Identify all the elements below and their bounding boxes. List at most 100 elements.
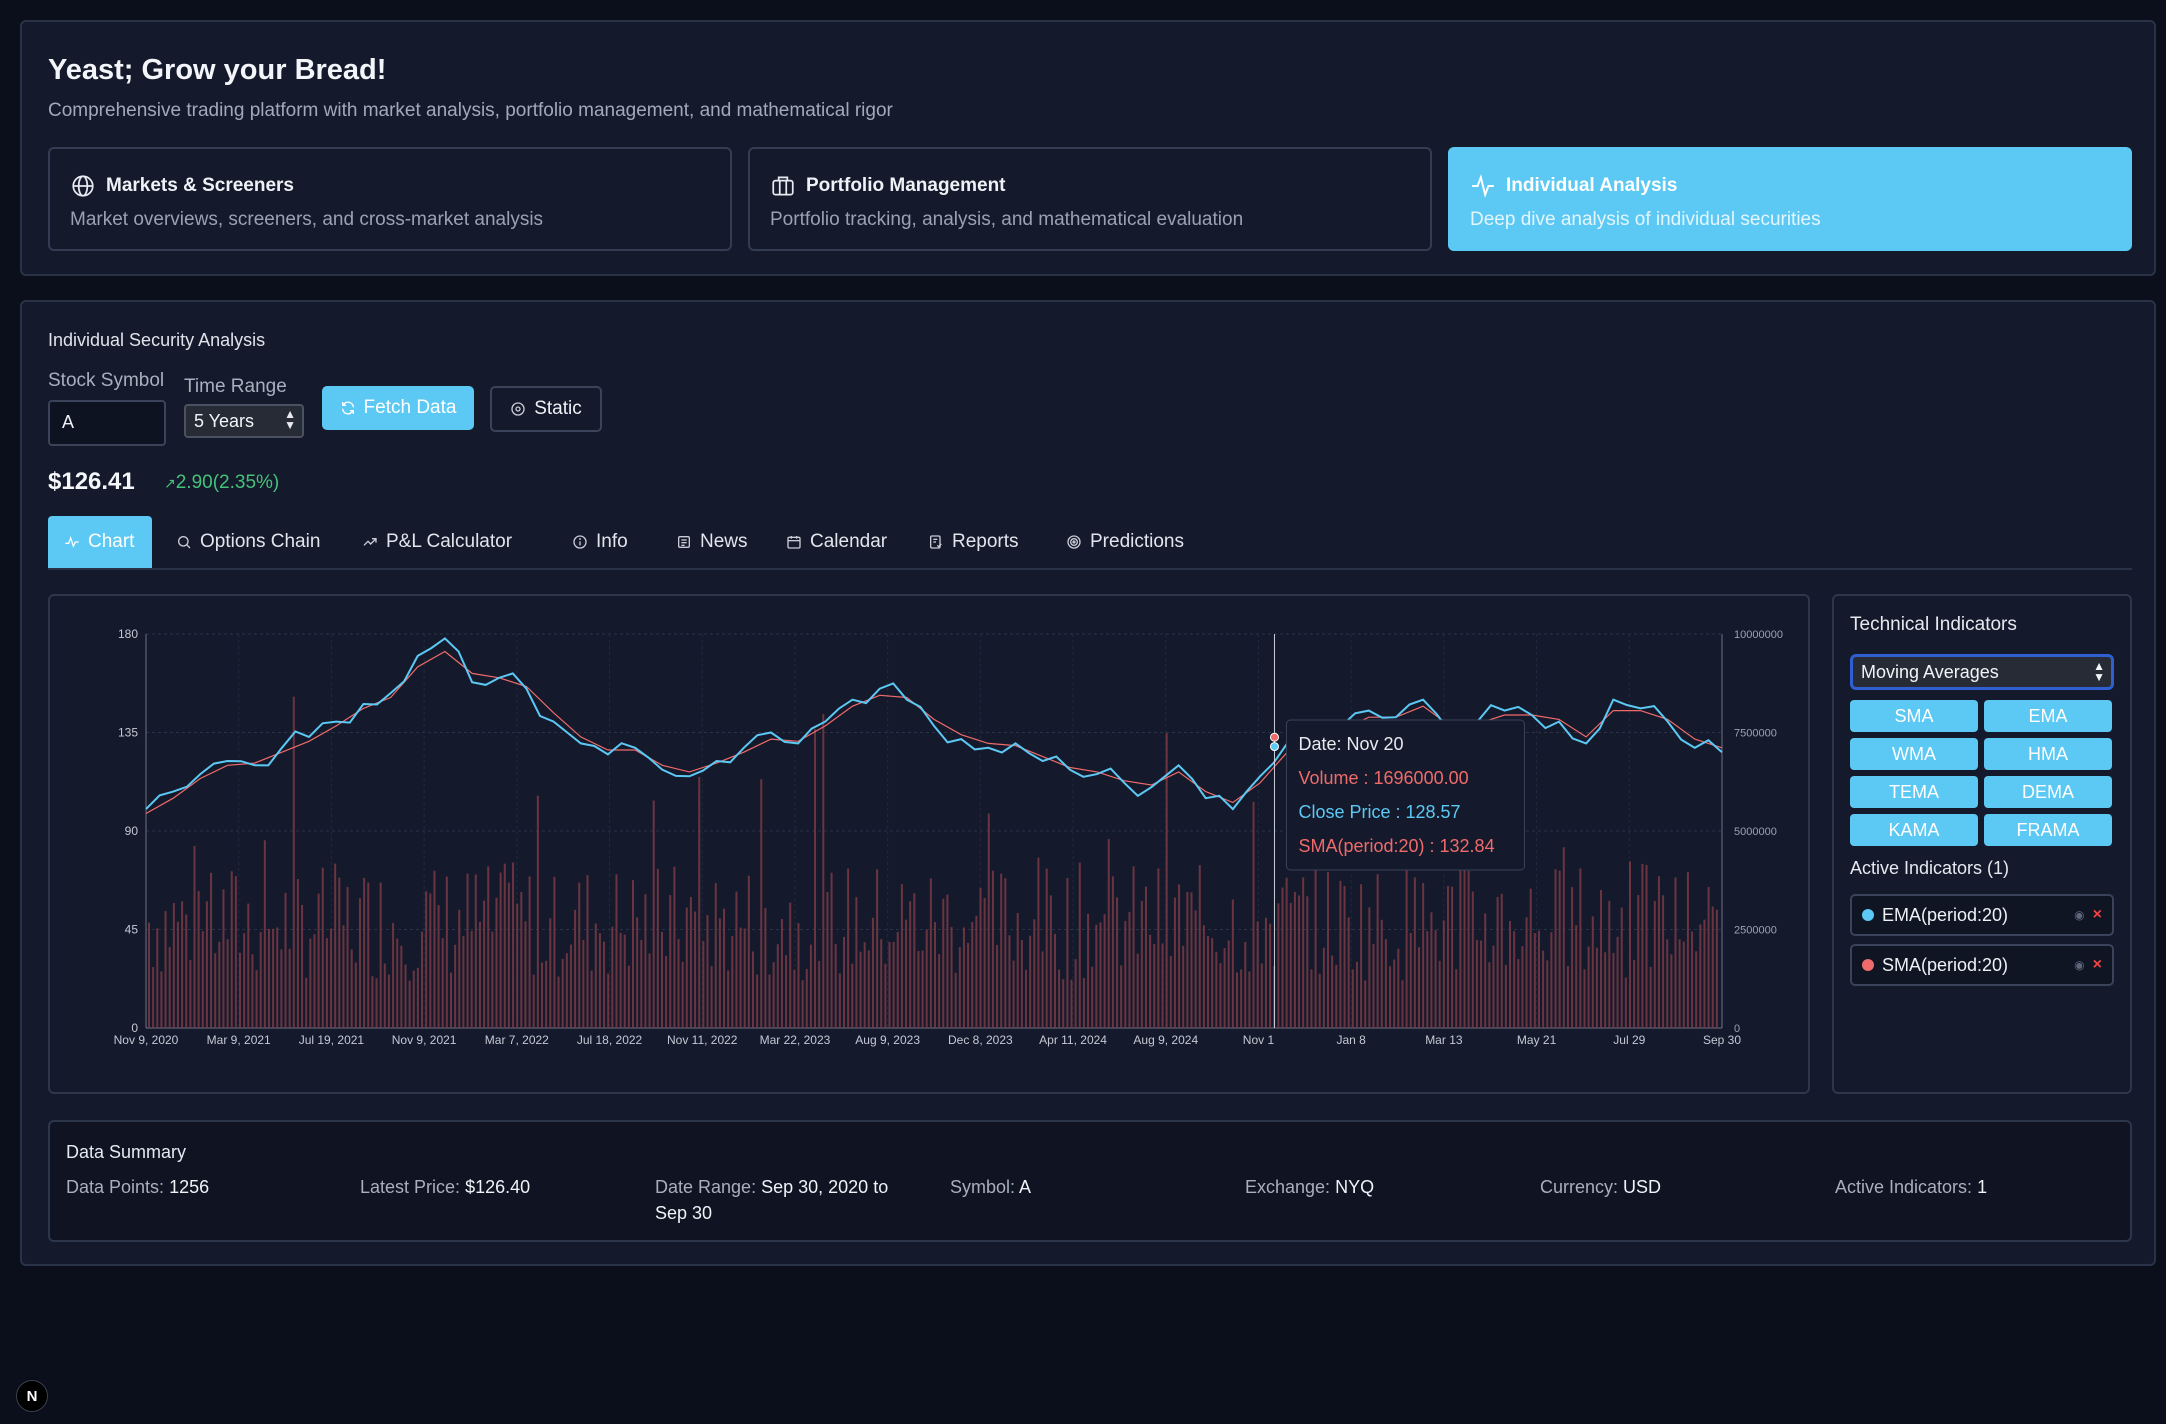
volume-bar (516, 903, 519, 1028)
tab-chart[interactable]: Chart (48, 516, 152, 568)
volume-bar (598, 933, 601, 1028)
volume-bar (586, 875, 589, 1028)
volume-bar (276, 927, 279, 1028)
summary-key: Date Range: (655, 1177, 757, 1197)
indicator-button-sma[interactable]: SMA (1850, 700, 1978, 732)
volume-bar (168, 947, 171, 1028)
volume-bar (1219, 963, 1222, 1028)
volume-bar (1190, 892, 1193, 1028)
time-range-select[interactable]: 5 Years ▲ ▼ (184, 404, 304, 438)
tab-news[interactable]: News (660, 516, 764, 568)
volume-bar (681, 961, 684, 1028)
volume-bar (338, 877, 341, 1028)
volume-bar (615, 874, 618, 1028)
tab-calendar[interactable]: Calendar (770, 516, 903, 568)
volume-bar (272, 928, 275, 1028)
indicator-button-dema[interactable]: DEMA (1984, 776, 2112, 808)
x-tick-label: Sep 30 (1703, 1033, 1741, 1047)
app-header-panel: Yeast; Grow your Bread! Comprehensive tr… (20, 20, 2156, 276)
volume-bar (197, 890, 200, 1028)
volume-bar (1153, 943, 1156, 1028)
volume-bar (445, 876, 448, 1028)
trend-up-icon (363, 538, 377, 546)
volume-bar (847, 868, 850, 1028)
tab-reports[interactable]: Reports (912, 516, 1035, 568)
tab-info[interactable]: Info (556, 516, 644, 568)
nextjs-badge[interactable]: N (16, 1380, 48, 1412)
summary-key: Symbol: (950, 1177, 1016, 1197)
volume-bar (871, 917, 874, 1028)
volume-bar (979, 887, 982, 1028)
active-indicators-title: Active Indicators (1) (1850, 858, 2010, 878)
volume-bar (1111, 876, 1114, 1028)
volume-bar (1020, 939, 1023, 1028)
analysis-panel: Individual Security Analysis Stock Symbo… (20, 300, 2156, 1266)
tab-options-chain[interactable]: Options Chain (160, 516, 336, 568)
volume-bar (280, 949, 283, 1028)
remove-icon[interactable]: × (2092, 906, 2102, 923)
price-chart[interactable]: 180 10000000 135 7500000 90 5000000 45 2500000 0… (50, 596, 1808, 1092)
volume-bar (379, 882, 382, 1028)
volume-bar (1016, 913, 1019, 1028)
volume-bar (991, 870, 994, 1028)
volume-bar (1062, 979, 1065, 1028)
tab-label: Options Chain (200, 531, 321, 552)
volume-bar (706, 914, 709, 1028)
volume-bar (1703, 919, 1706, 1028)
volume-bar (962, 927, 965, 1028)
tab-predictions[interactable]: Predictions (1050, 516, 1200, 568)
volume-bar (876, 869, 879, 1028)
x-tick-label: Nov 11, 2022 (667, 1033, 738, 1047)
volume-bar (499, 872, 502, 1028)
volume-bar (1484, 913, 1487, 1028)
volume-bar (1579, 868, 1582, 1028)
volume-bar (603, 941, 606, 1028)
module-markets-screeners[interactable]: Markets & Screeners Market overviews, sc… (48, 147, 732, 251)
volume-bar (1488, 962, 1491, 1028)
eye-icon[interactable]: ◉ (2074, 908, 2085, 922)
volume-bar (1095, 924, 1098, 1028)
symbol-input[interactable]: A (48, 400, 166, 446)
activity-icon (1472, 174, 1494, 198)
summary-latest-price: Latest Price: $126.40 (360, 1174, 630, 1200)
fetch-data-button[interactable]: Fetch Data (322, 386, 474, 430)
volume-bar (1277, 903, 1280, 1028)
volume-bar (392, 923, 395, 1028)
volume-bar (524, 921, 527, 1028)
volume-bar (1645, 864, 1648, 1028)
static-button[interactable]: Static (490, 386, 602, 432)
remove-icon[interactable]: × (2092, 956, 2102, 973)
volume-bar (541, 962, 543, 1028)
volume-bar (731, 936, 734, 1028)
volume-bar (797, 923, 800, 1028)
volume-bar (1264, 917, 1267, 1028)
volume-bar (694, 911, 697, 1028)
module-portfolio-management[interactable]: Portfolio Management Portfolio tracking,… (748, 147, 1432, 251)
indicator-button-kama[interactable]: KAMA (1850, 814, 1978, 846)
module-description: Portfolio tracking, analysis, and mathem… (770, 209, 1244, 230)
tab-label: Info (596, 531, 628, 552)
volume-bar (1339, 880, 1342, 1028)
summary-title: Data Summary (66, 1142, 187, 1162)
indicator-category-select[interactable]: Moving Averages ▲ ▼ (1850, 654, 2114, 690)
indicator-button-ema[interactable]: EMA (1984, 700, 2112, 732)
eye-icon[interactable]: ◉ (2074, 958, 2085, 972)
volume-bar (330, 928, 333, 1028)
volume-bar (1413, 877, 1416, 1028)
summary-value: A (1019, 1177, 1032, 1197)
module-individual-analysis[interactable]: Individual Analysis Deep dive analysis o… (1448, 147, 2132, 251)
info-icon (573, 535, 587, 549)
x-tick-label: Jul 29 (1613, 1033, 1645, 1047)
tab-pl-calculator[interactable]: P&L Calculator (346, 516, 528, 568)
active-indicator-item: EMA(period:20) ◉ × (1850, 894, 2114, 936)
indicator-color-dot (1862, 959, 1874, 971)
x-tick-label: Nov 9, 2021 (392, 1033, 457, 1047)
indicator-button-hma[interactable]: HMA (1984, 738, 2112, 770)
newspaper-icon (678, 536, 690, 548)
volume-bar (673, 866, 676, 1028)
indicator-button-frama[interactable]: FRAMA (1984, 814, 2112, 846)
indicator-button-wma[interactable]: WMA (1850, 738, 1978, 770)
indicator-button-tema[interactable]: TEMA (1850, 776, 1978, 808)
volume-bar (1327, 872, 1329, 1028)
close-hover-point (1269, 742, 1279, 752)
